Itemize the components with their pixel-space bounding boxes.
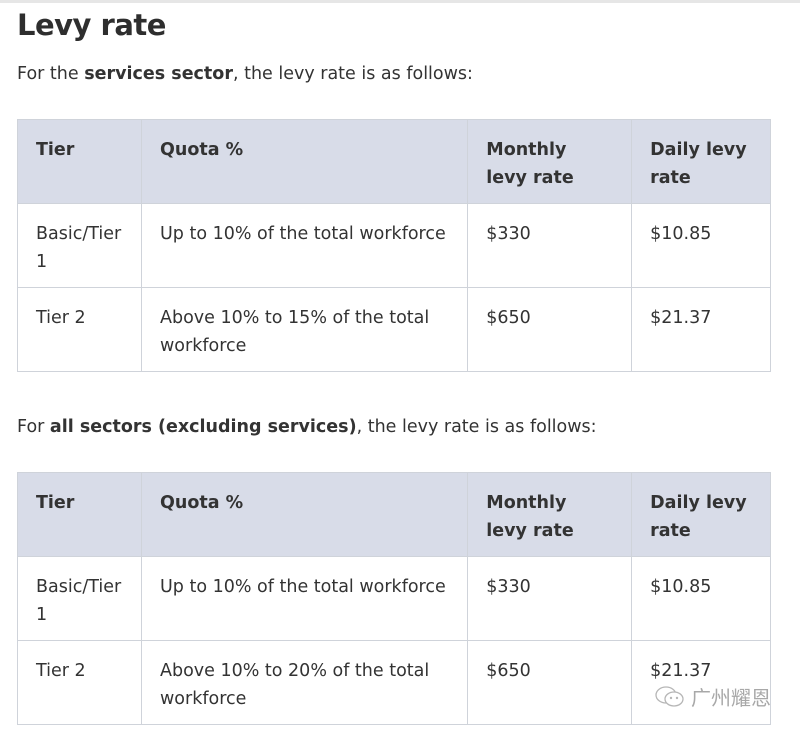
cell-quota: Above 10% to 20% of the total workforce [140,640,469,725]
table-row: Basic/Tier 1 Up to 10% of the total work… [17,203,771,288]
all-sectors-levy-table: Tier Quota % Monthly levy rate Daily lev… [17,472,771,725]
cell-monthly: $330 [467,203,633,288]
cell-quota: Up to 10% of the total workforce [140,203,469,288]
cell-tier: Basic/Tier 1 [17,556,142,641]
cell-tier: Basic/Tier 1 [17,203,142,288]
top-divider [0,0,800,3]
watermark-text: 广州耀恩 [691,686,771,710]
header-monthly: Monthly levy rate [467,119,633,204]
header-daily: Daily levy rate [631,472,771,557]
cell-monthly: $650 [467,287,633,372]
page-title: Levy rate [17,8,166,42]
table-header-row: Tier Quota % Monthly levy rate Daily lev… [17,119,771,204]
cell-quota: Above 10% to 15% of the total workforce [140,287,469,372]
cell-daily: $21.37 [631,640,771,725]
cell-daily: $10.85 [631,556,771,641]
cell-monthly: $330 [467,556,633,641]
header-quota: Quota % [140,472,469,557]
cell-tier: Tier 2 [17,287,142,372]
cell-daily: $10.85 [631,203,771,288]
header-tier: Tier [17,472,142,557]
services-intro: For the services sector, the levy rate i… [17,64,473,84]
header-quota: Quota % [140,119,469,204]
header-monthly: Monthly levy rate [467,472,633,557]
table-row: Tier 2 Above 10% to 20% of the total wor… [17,640,771,725]
watermark: 广州耀恩 [655,682,771,711]
cell-daily: $21.37 [631,287,771,372]
header-daily: Daily levy rate [631,119,771,204]
all-sectors-intro: For all sectors (excluding services), th… [17,417,597,437]
table-header-row: Tier Quota % Monthly levy rate Daily lev… [17,472,771,557]
services-levy-table: Tier Quota % Monthly levy rate Daily lev… [17,119,771,372]
table-row: Tier 2 Above 10% to 15% of the total wor… [17,287,771,372]
header-tier: Tier [17,119,142,204]
wechat-icon [655,685,684,707]
cell-monthly: $650 [467,640,633,725]
table-row: Basic/Tier 1 Up to 10% of the total work… [17,556,771,641]
cell-quota: Up to 10% of the total workforce [140,556,469,641]
cell-tier: Tier 2 [17,640,142,725]
